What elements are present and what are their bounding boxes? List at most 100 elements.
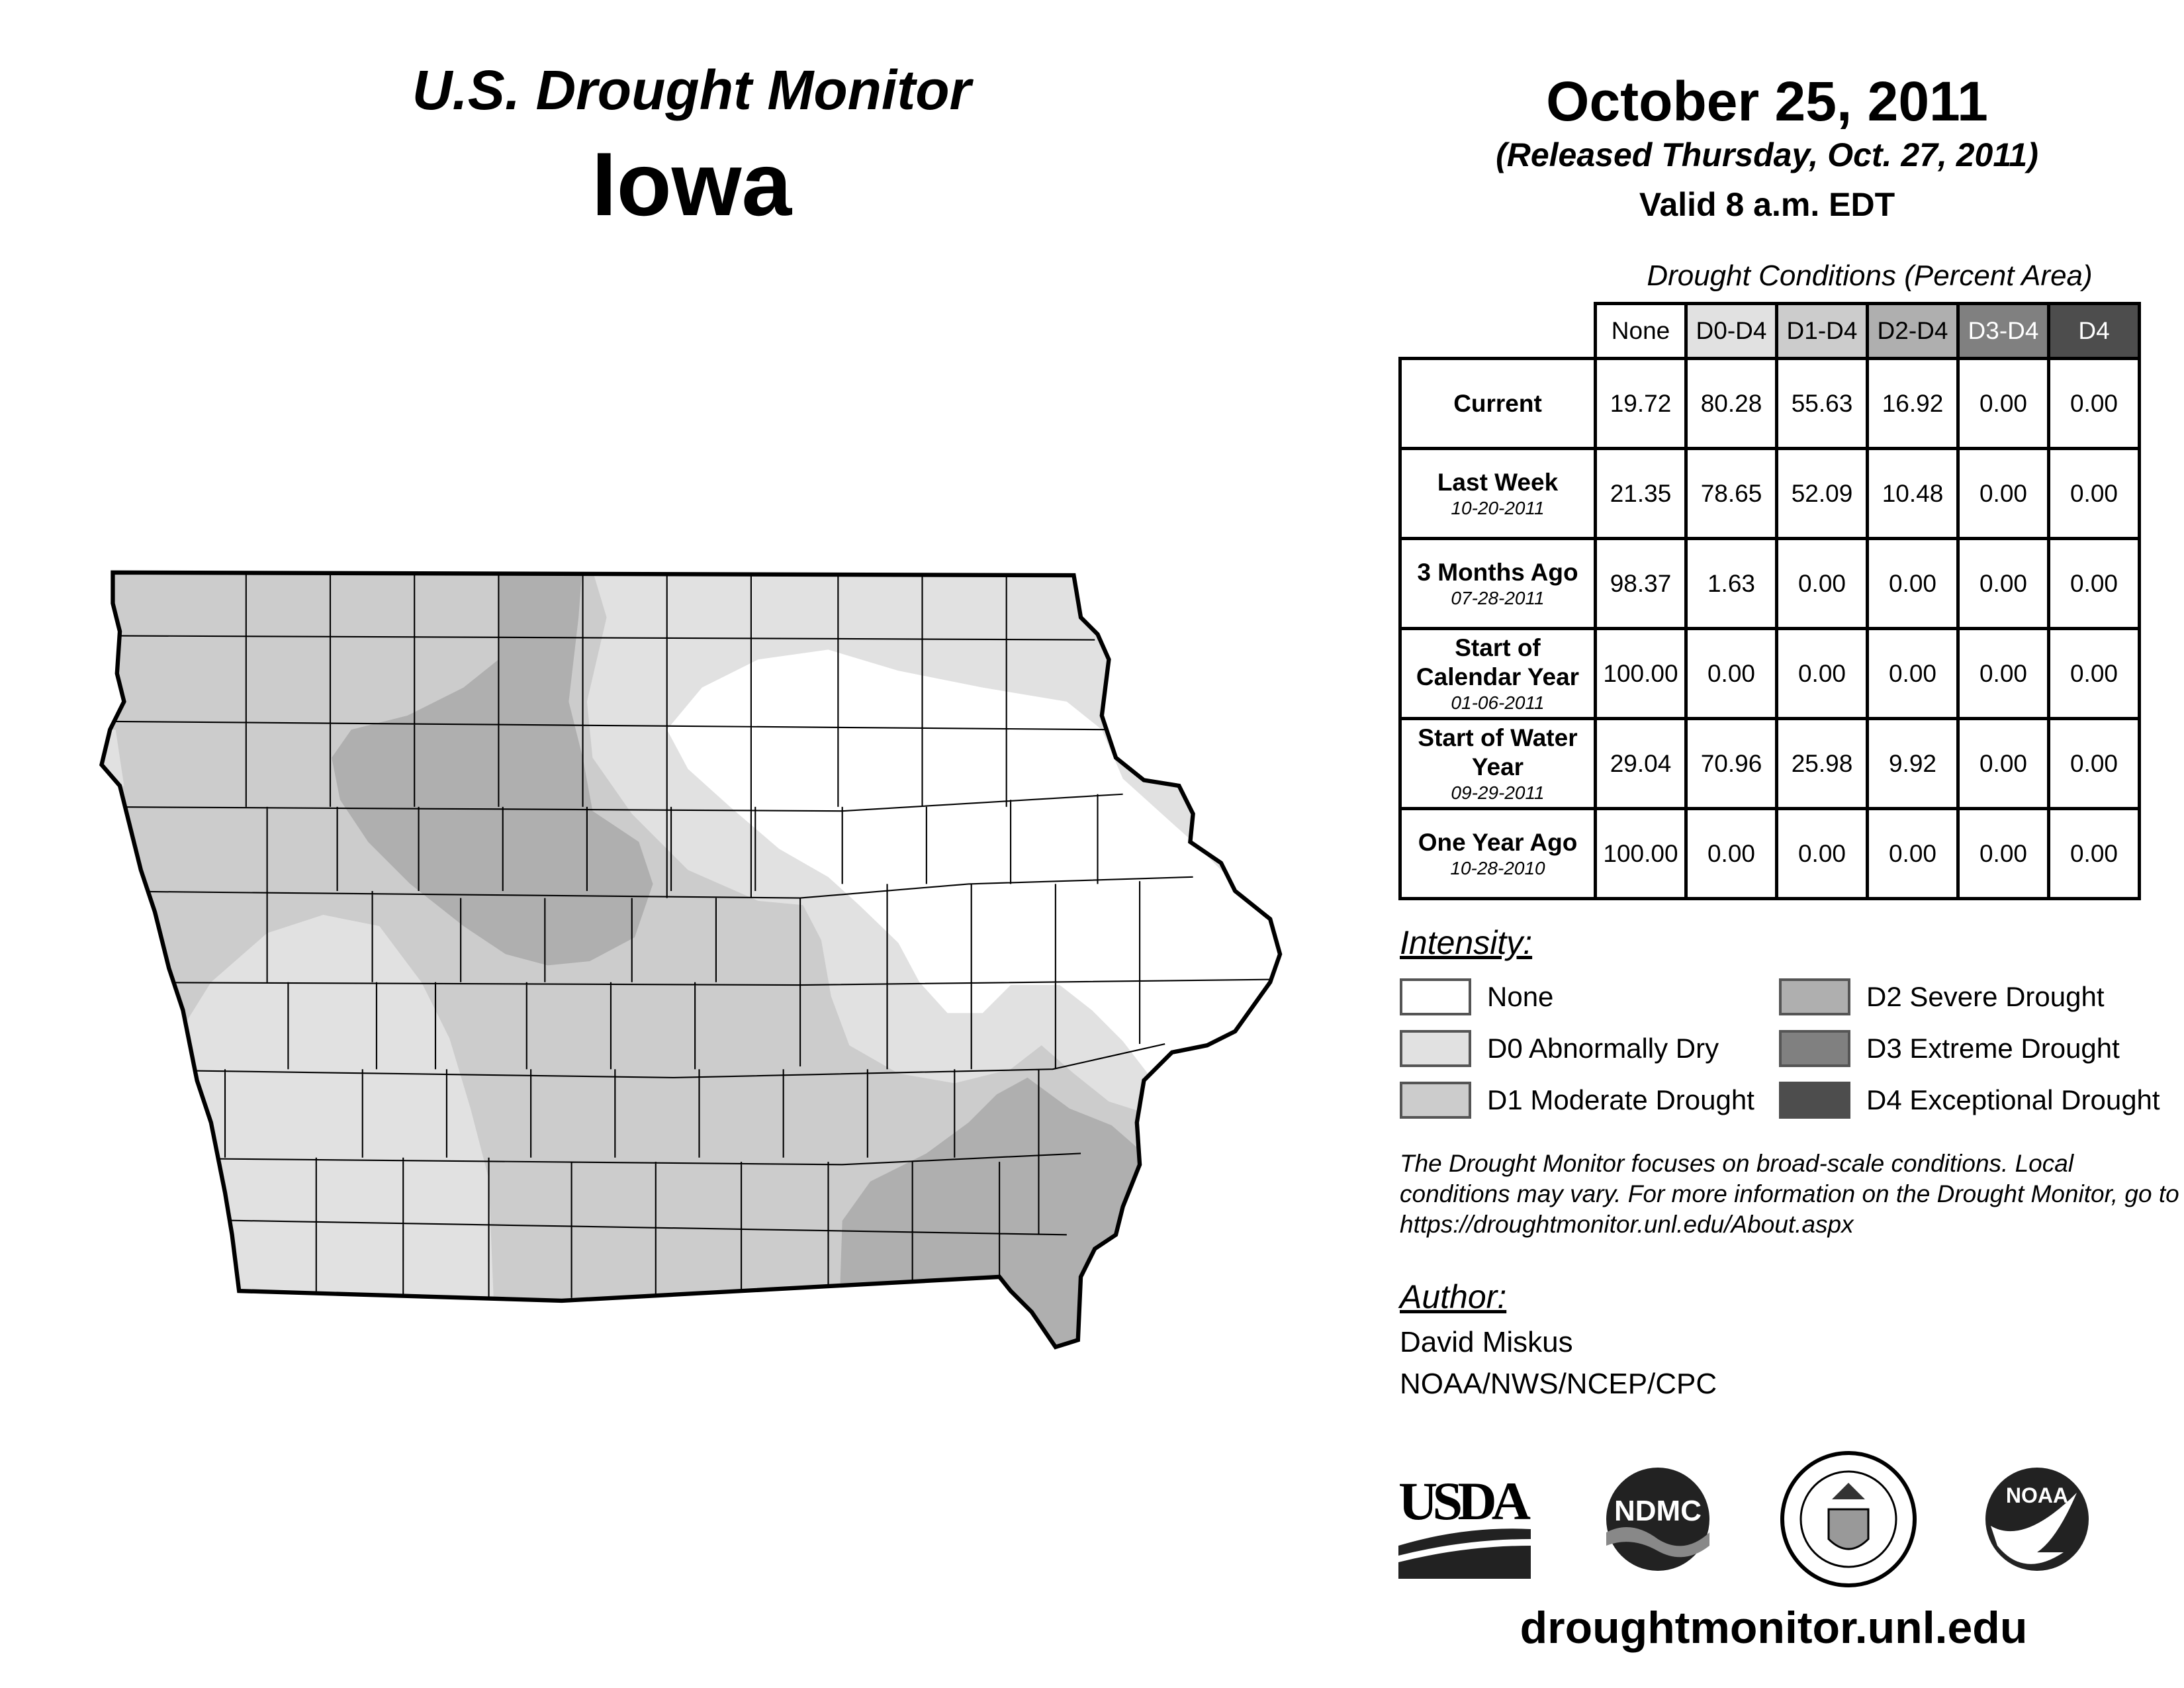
- legend-swatch: [1779, 1082, 1850, 1119]
- table-cell: 1.63: [1684, 537, 1778, 630]
- table-caption: Drought Conditions (Percent Area): [1647, 259, 2093, 292]
- row-label-text: Last Week: [1437, 468, 1559, 496]
- table-cell: 0.00: [1775, 807, 1869, 900]
- legend-label: D1 Moderate Drought: [1487, 1084, 1754, 1115]
- svg-text:NOAA: NOAA: [2006, 1483, 2068, 1507]
- legend-item-d4: D4 Exceptional Drought: [1779, 1082, 2160, 1119]
- table-cell: 0.00: [2047, 627, 2141, 720]
- table-cell: 0.00: [1866, 537, 1960, 630]
- website-link[interactable]: droughtmonitor.unl.edu: [1520, 1603, 2028, 1653]
- row-label-text: Start of Calendar Year: [1416, 633, 1580, 690]
- legend-swatch: [1400, 1030, 1471, 1067]
- legend-label: None: [1487, 981, 1554, 1012]
- table-cell: 0.00: [1956, 807, 2050, 900]
- d2-area-north-central: [332, 572, 653, 966]
- none-area: [666, 649, 1281, 1078]
- row-date: 09-29-2011: [1451, 782, 1545, 803]
- table-row: Start of Water Year 09-29-2011 29.04 70.96 2…: [1398, 717, 2141, 810]
- legend-label: D0 Abnormally Dry: [1487, 1033, 1719, 1064]
- row-label-text: Current: [1453, 389, 1542, 417]
- row-label: One Year Ago 10-28-2010: [1398, 807, 1597, 900]
- row-label-text: 3 Months Ago: [1417, 558, 1578, 586]
- legend-swatch: [1779, 978, 1850, 1015]
- legend-label: D4 Exceptional Drought: [1866, 1084, 2160, 1115]
- usda-logo: USDA: [1398, 1471, 1531, 1579]
- column-header: D2-D4: [1866, 302, 1960, 360]
- row-date: 07-28-2011: [1451, 587, 1545, 608]
- disclaimer-note: The Drought Monitor focuses on broad-sca…: [1400, 1150, 2179, 1238]
- table-cell: 0.00: [2047, 537, 2141, 630]
- legend-item-d0: D0 Abnormally Dry: [1400, 1030, 1719, 1067]
- row-label: Last Week 10-20-2011: [1398, 447, 1597, 540]
- row-label-text: One Year Ago: [1418, 828, 1578, 856]
- table-cell: 0.00: [1956, 537, 2050, 630]
- table-cell: 55.63: [1775, 357, 1869, 450]
- column-header: D1-D4: [1775, 302, 1869, 360]
- svg-text:USDA: USDA: [1398, 1471, 1531, 1531]
- table-cell: 29.04: [1594, 717, 1688, 810]
- table-cell: 0.00: [2047, 717, 2141, 810]
- noaa-logo: NOAA: [1985, 1468, 2089, 1571]
- drought-conditions-table: None D0-D4 D1-D4 D2-D4 D3-D4 D4 Current 1…: [1398, 302, 2141, 900]
- table-cell: 70.96: [1684, 717, 1778, 810]
- legend-title: Intensity:: [1400, 924, 1533, 961]
- row-label: Current: [1398, 357, 1597, 450]
- column-header: D4: [2047, 302, 2141, 360]
- blank-header: [1400, 303, 1596, 360]
- table-row: Current 19.72 80.28 55.63 16.92 0.00 0.00: [1398, 357, 2141, 450]
- table-row: One Year Ago 10-28-2010 100.00 0.00 0.00 0.00…: [1398, 807, 2141, 900]
- svg-text:NDMC: NDMC: [1614, 1495, 1702, 1527]
- valid-time: Valid 8 a.m. EDT: [1639, 186, 1895, 223]
- ndmc-logo: NDMC: [1606, 1468, 1709, 1571]
- row-label: 3 Months Ago 07-28-2011: [1398, 537, 1597, 630]
- table-row: Start of Calendar Year 01-06-2011 100.00 0.…: [1398, 627, 2141, 720]
- table-header-row: None D0-D4 D1-D4 D2-D4 D3-D4 D4: [1400, 302, 2141, 360]
- table-cell: 16.92: [1866, 357, 1960, 450]
- table-cell: 100.00: [1594, 807, 1688, 900]
- table-cell: 10.48: [1866, 447, 1960, 540]
- table-cell: 0.00: [1956, 627, 2050, 720]
- author-name: David Miskus: [1400, 1326, 1573, 1358]
- row-label-text: Start of Water Year: [1418, 724, 1578, 780]
- table-cell: 25.98: [1775, 717, 1869, 810]
- table-cell: 0.00: [1956, 717, 2050, 810]
- author-organization: NOAA/NWS/NCEP/CPC: [1400, 1368, 1717, 1400]
- table-cell: 78.65: [1684, 447, 1778, 540]
- legend-item-d2: D2 Severe Drought: [1779, 978, 2105, 1015]
- table-cell: 9.92: [1866, 717, 1960, 810]
- row-date: 10-28-2010: [1450, 857, 1545, 878]
- legend-swatch: [1400, 978, 1471, 1015]
- state-name: Iowa: [591, 134, 792, 234]
- table-cell: 0.00: [1866, 807, 1960, 900]
- table-cell: 98.37: [1594, 537, 1688, 630]
- table-cell: 0.00: [1866, 627, 1960, 720]
- table-cell: 100.00: [1594, 627, 1688, 720]
- table-cell: 52.09: [1775, 447, 1869, 540]
- legend-item-d1: D1 Moderate Drought: [1400, 1082, 1754, 1119]
- column-header: D0-D4: [1684, 302, 1778, 360]
- row-label: Start of Calendar Year 01-06-2011: [1398, 627, 1597, 720]
- legend-label: D3 Extreme Drought: [1866, 1033, 2120, 1064]
- column-header: D3-D4: [1956, 302, 2050, 360]
- table-cell: 0.00: [1956, 357, 2050, 450]
- county-lines: [101, 572, 1277, 1298]
- row-date: 10-20-2011: [1451, 497, 1545, 518]
- table-cell: 80.28: [1684, 357, 1778, 450]
- table-cell: 0.00: [1775, 627, 1869, 720]
- department-of-commerce-seal: [1780, 1451, 1917, 1587]
- table-cell: 0.00: [1775, 537, 1869, 630]
- author-heading: Author:: [1400, 1278, 1507, 1315]
- table-row: Last Week 10-20-2011 21.35 78.65 52.09 10.48 0…: [1398, 447, 2141, 540]
- legend-item-d3: D3 Extreme Drought: [1779, 1030, 2120, 1067]
- legend-label: D2 Severe Drought: [1866, 981, 2105, 1012]
- table-cell: 0.00: [2047, 447, 2141, 540]
- table-cell: 19.72: [1594, 357, 1688, 450]
- table-cell: 0.00: [1684, 807, 1778, 900]
- table-cell: 0.00: [1956, 447, 2050, 540]
- table-cell: 0.00: [1684, 627, 1778, 720]
- map-title: U.S. Drought Monitor: [412, 59, 972, 121]
- row-label: Start of Water Year 09-29-2011: [1398, 717, 1597, 810]
- legend-item-none: None: [1400, 978, 1553, 1015]
